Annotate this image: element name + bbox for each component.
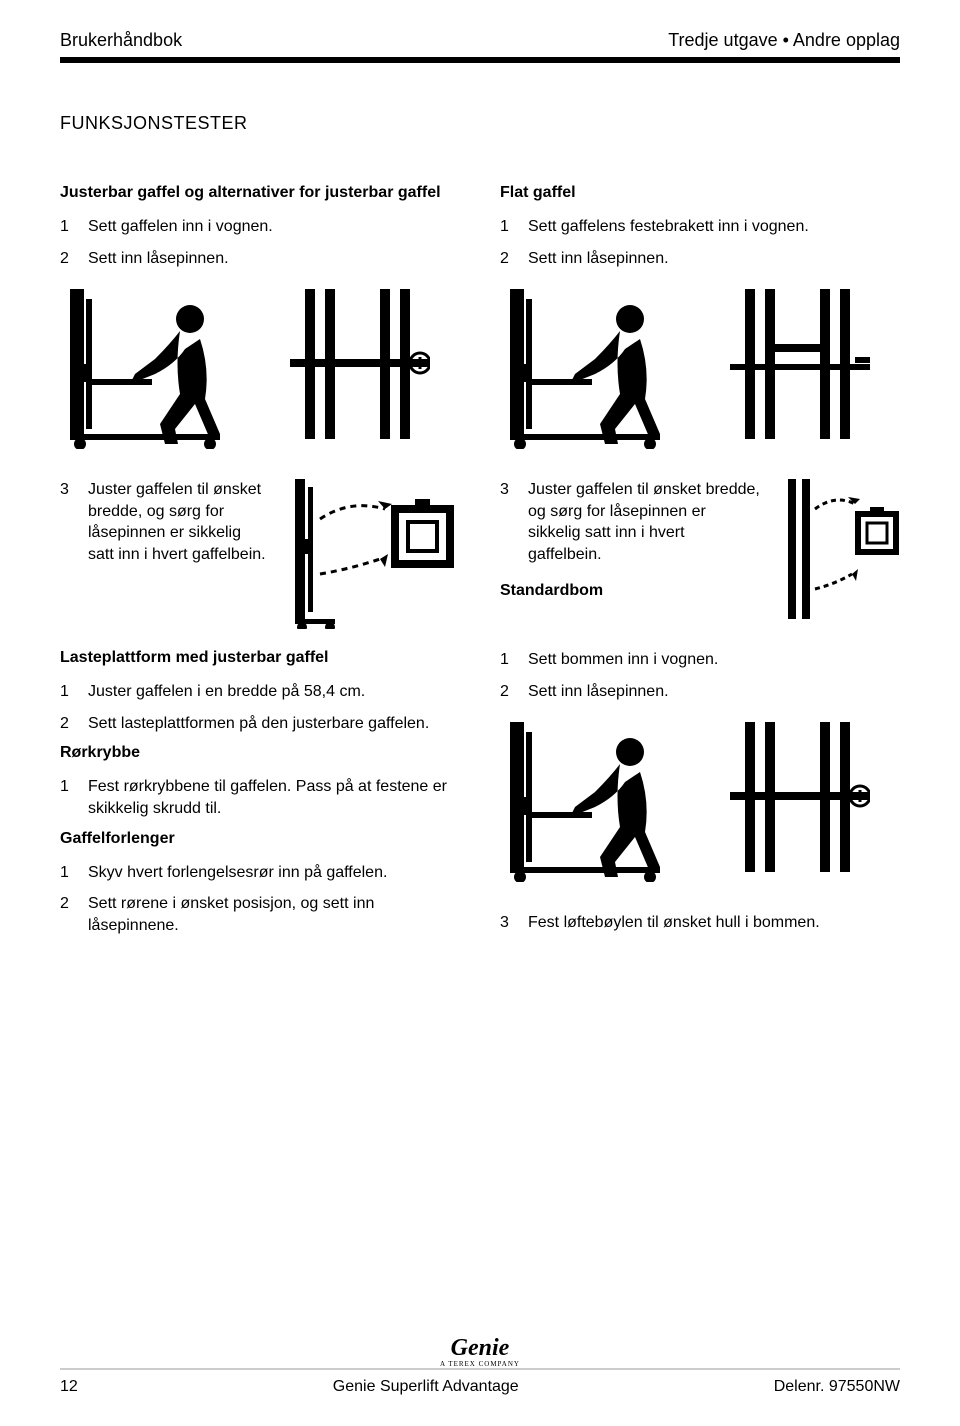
person-pushing-lift-icon <box>60 289 260 449</box>
item-text: Juster gaffelen til ønsket bredde, og sø… <box>88 479 270 565</box>
list-item: 1 Fest rørkrybbene til gaffelen. Pass på… <box>60 776 460 819</box>
header-right: Tredje utgave • Andre opplag <box>668 30 900 51</box>
item-number: 2 <box>60 248 74 270</box>
right-column: Flat gaffel 1 Sett gaffelens festebraket… <box>500 174 900 946</box>
item-text: Sett inn låsepinnen. <box>528 248 669 270</box>
heading-flat-fork: Flat gaffel <box>500 184 900 202</box>
header-rule <box>60 57 900 63</box>
item-text: Sett inn låsepinnen. <box>528 681 669 703</box>
illustration-row <box>500 722 900 882</box>
list-item: 2 Sett lasteplattformen på den justerbar… <box>60 713 460 735</box>
list-item: 3 Juster gaffelen til ønsket bredde, og … <box>500 479 760 565</box>
item-number: 3 <box>500 912 514 934</box>
item-text: Fest rørkrybbene til gaffelen. Pass på a… <box>88 776 460 819</box>
step3-row: 3 Juster gaffelen til ønsket bredde, og … <box>60 479 460 629</box>
heading-load-platform: Lasteplattform med justerbar gaffel <box>60 649 460 667</box>
item-number: 2 <box>60 713 74 735</box>
item-number: 2 <box>500 248 514 270</box>
boom-rails-icon <box>730 722 870 882</box>
footer-rule <box>60 1368 900 1370</box>
adjust-fork-width-icon <box>290 479 460 629</box>
adjust-flat-fork-icon <box>780 479 900 629</box>
heading-adjustable-fork: Justerbar gaffel og alternativer for jus… <box>60 184 460 202</box>
person-pushing-lift-icon <box>500 722 700 882</box>
item-number: 3 <box>500 479 514 565</box>
heading-standard-boom: Standardbom <box>500 582 760 600</box>
list-item: 1 Juster gaffelen i en bredde på 58,4 cm… <box>60 681 460 703</box>
list-item: 1 Sett gaffelen inn i vognen. <box>60 216 460 238</box>
item-text: Fest løftebøylen til ønsket hull i bomme… <box>528 912 820 934</box>
item-number: 1 <box>500 216 514 238</box>
list-item: 3 Fest løftebøylen til ønsket hull i bom… <box>500 912 900 934</box>
list-item: 1 Sett gaffelens festebrakett inn i vogn… <box>500 216 900 238</box>
page-number: 12 <box>60 1378 78 1396</box>
item-number: 1 <box>60 216 74 238</box>
item-text: Sett bommen inn i vognen. <box>528 649 718 671</box>
list-item: 1 Skyv hvert forlengelsesrør inn på gaff… <box>60 862 460 884</box>
list-item: 1 Sett bommen inn i vognen. <box>500 649 900 671</box>
step3-row: 3 Juster gaffelen til ønsket bredde, og … <box>500 479 900 629</box>
heading-pipe-cradle: Rørkrybbe <box>60 744 460 762</box>
item-text: Sett gaffelens festebrakett inn i vognen… <box>528 216 809 238</box>
header-left: Brukerhåndbok <box>60 30 182 51</box>
item-number: 1 <box>60 681 74 703</box>
item-text: Sett inn låsepinnen. <box>88 248 229 270</box>
list-item: 2 Sett rørene i ønsket posisjon, og sett… <box>60 893 460 936</box>
item-text: Sett gaffelen inn i vognen. <box>88 216 273 238</box>
illustration-row <box>60 289 460 449</box>
footer-center: Genie Superlift Advantage <box>333 1378 519 1396</box>
item-text: Juster gaffelen i en bredde på 58,4 cm. <box>88 681 365 703</box>
item-text: Juster gaffelen til ønsket bredde, og sø… <box>528 479 760 565</box>
footer-right: Delenr. 97550NW <box>774 1378 900 1396</box>
logo-text: Genie <box>451 1335 510 1361</box>
item-text: Skyv hvert forlengelsesrør inn på gaffel… <box>88 862 387 884</box>
page-footer: Genie A TEREX COMPANY 12 Genie Superlift… <box>60 1335 900 1396</box>
logo-subtitle: A TEREX COMPANY <box>60 1360 900 1368</box>
left-column: Justerbar gaffel og alternativer for jus… <box>60 174 460 946</box>
item-number: 3 <box>60 479 74 565</box>
list-item: 3 Juster gaffelen til ønsket bredde, og … <box>60 479 270 565</box>
item-text: Sett lasteplattformen på den justerbare … <box>88 713 429 735</box>
list-item: 2 Sett inn låsepinnen. <box>500 248 900 270</box>
genie-logo: Genie A TEREX COMPANY <box>60 1335 900 1368</box>
item-number: 1 <box>60 862 74 884</box>
flat-fork-rails-icon <box>730 289 870 449</box>
item-number: 1 <box>500 649 514 671</box>
fork-rails-icon <box>290 289 430 449</box>
item-number: 1 <box>60 776 74 819</box>
section-title: FUNKSJONSTESTER <box>60 113 900 134</box>
item-number: 2 <box>500 681 514 703</box>
item-number: 2 <box>60 893 74 936</box>
illustration-row <box>500 289 900 449</box>
person-pushing-lift-icon <box>500 289 700 449</box>
heading-fork-extension: Gaffelforlenger <box>60 830 460 848</box>
item-text: Sett rørene i ønsket posisjon, og sett i… <box>88 893 460 936</box>
list-item: 2 Sett inn låsepinnen. <box>500 681 900 703</box>
list-item: 2 Sett inn låsepinnen. <box>60 248 460 270</box>
page-header: Brukerhåndbok Tredje utgave • Andre oppl… <box>60 30 900 51</box>
